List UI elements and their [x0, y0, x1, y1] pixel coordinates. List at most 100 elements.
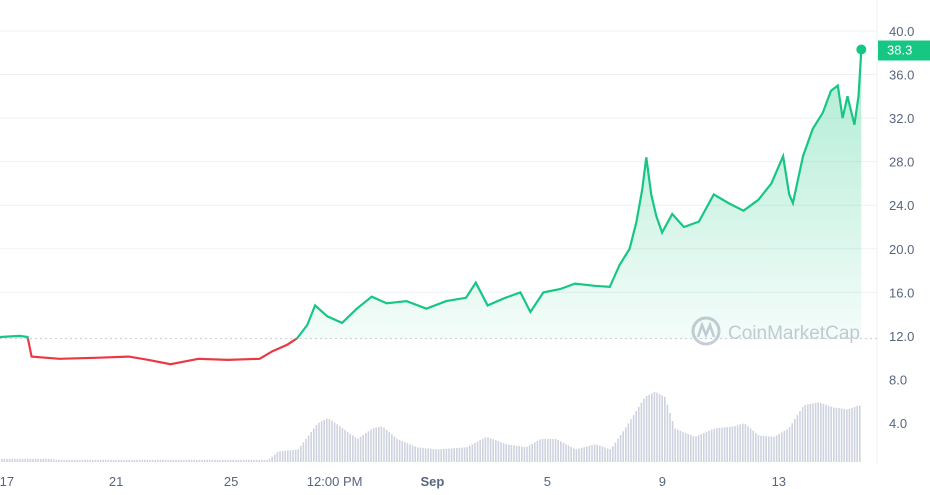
- volume-bar: [466, 447, 468, 462]
- volume-bar: [378, 427, 380, 462]
- volume-bar: [229, 459, 232, 462]
- volume-bar: [508, 444, 510, 462]
- volume-bar: [391, 434, 393, 462]
- volume-bar: [775, 435, 778, 462]
- price-line-up: [0, 49, 863, 339]
- volume-bar: [201, 459, 203, 462]
- volume-bar: [768, 436, 770, 462]
- volume-bar: [788, 427, 791, 462]
- volume-bar: [583, 447, 585, 462]
- volume-bar: [557, 440, 559, 462]
- y-tick-label: 36.0: [889, 68, 914, 83]
- volume-bar: [237, 459, 240, 462]
- volume-bar: [227, 459, 229, 462]
- volume-bar: [833, 407, 835, 462]
- volume-bar: [820, 402, 822, 462]
- volume-bar: [128, 459, 130, 462]
- volume-bar: [354, 437, 357, 462]
- volume-bar: [617, 438, 619, 462]
- volume-bar: [482, 438, 484, 462]
- volume-bar: [362, 434, 364, 462]
- volume-bar: [476, 441, 479, 462]
- volume-bar: [398, 439, 401, 462]
- volume-bar: [656, 392, 658, 462]
- volume-bar: [40, 458, 42, 462]
- volume-bar: [211, 459, 214, 462]
- volume-bar: [612, 446, 614, 462]
- volume-bar: [271, 456, 273, 462]
- volume-bar: [268, 458, 271, 462]
- volume-bar: [92, 459, 94, 462]
- volume-bar: [414, 446, 416, 462]
- volume-bar: [437, 449, 440, 462]
- volume-bar: [404, 442, 406, 462]
- volume-bar: [289, 450, 292, 462]
- volume-bar: [209, 459, 211, 462]
- volume-bar: [804, 404, 806, 462]
- volume-bar: [814, 402, 817, 462]
- volume-bar: [456, 448, 458, 462]
- volume-bar: [778, 433, 780, 462]
- volume-bar: [115, 459, 117, 462]
- volume-bar: [443, 448, 445, 462]
- current-price-badge: [878, 40, 930, 61]
- volume-bar: [838, 408, 840, 462]
- volume-bar: [521, 446, 523, 462]
- volume-bar: [773, 436, 775, 462]
- y-tick-label: 8.0: [889, 372, 907, 387]
- volume-bar: [349, 433, 351, 462]
- x-tick-label: 25: [224, 474, 238, 489]
- volume-bar: [606, 448, 609, 462]
- volume-bar: [190, 459, 193, 462]
- volume-bar: [755, 432, 757, 462]
- volume-bar: [172, 459, 175, 462]
- volume-bar: [440, 449, 442, 462]
- volume-bar: [167, 459, 169, 462]
- volume-bar: [739, 424, 741, 462]
- volume-bar: [627, 423, 630, 462]
- volume-bar: [846, 409, 848, 462]
- volume-bar: [432, 449, 435, 462]
- volume-bar: [484, 437, 487, 462]
- y-tick-label: 24.0: [889, 198, 914, 213]
- volume-bar: [573, 448, 575, 462]
- volume-bar: [445, 448, 448, 462]
- volume-bar: [734, 426, 736, 462]
- volume-bar: [253, 459, 255, 462]
- volume-bar: [84, 459, 86, 462]
- volume-bar: [357, 438, 359, 462]
- volume-bar: [536, 440, 539, 462]
- grid-lines: [0, 30, 877, 293]
- volume-bar: [840, 408, 843, 462]
- volume-bar: [99, 459, 102, 462]
- volume-bar: [786, 429, 788, 462]
- volume-bar: [515, 445, 518, 462]
- volume-bar: [250, 459, 253, 462]
- x-tick-label: 9: [659, 474, 666, 489]
- volume-bar: [487, 437, 489, 462]
- volume-bar: [430, 448, 432, 462]
- volume-bar: [859, 405, 861, 462]
- volume-bar: [531, 443, 533, 462]
- volume-bar: [427, 448, 429, 462]
- volume-bar: [47, 458, 50, 462]
- volume-bar: [261, 459, 263, 462]
- volume-bar: [305, 438, 307, 462]
- volume-bar: [830, 406, 832, 462]
- volume-bar: [463, 447, 466, 462]
- volume-bar: [6, 458, 8, 462]
- volume-bar: [198, 459, 201, 462]
- volume-bar: [570, 446, 572, 462]
- y-tick-label: 32.0: [889, 111, 914, 126]
- volume-bar: [419, 447, 422, 462]
- volume-bar: [721, 427, 723, 462]
- volume-bar: [783, 430, 786, 462]
- volume-bar: [708, 430, 710, 462]
- volume-bar: [383, 427, 385, 462]
- volume-bar: [183, 459, 185, 462]
- volume-bar: [287, 450, 289, 462]
- volume-bar: [297, 449, 299, 462]
- volume-bar: [625, 427, 627, 462]
- volume-bar: [409, 444, 411, 462]
- volume-bar: [107, 459, 110, 462]
